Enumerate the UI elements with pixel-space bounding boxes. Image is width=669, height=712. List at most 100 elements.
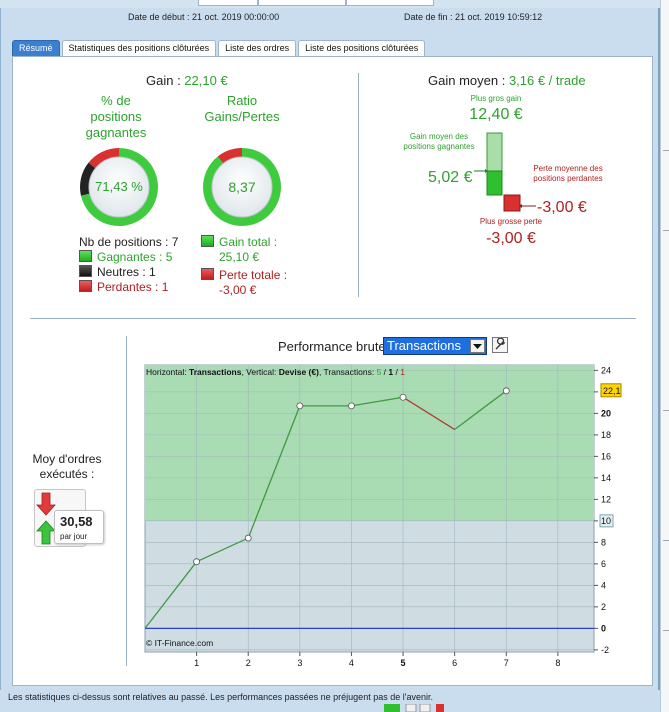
x-tick-label: 3 [297,658,302,668]
neutral-swatch [79,265,92,277]
total-loss: Perte totale : -3,00 € [219,268,288,297]
avg-loss-label: Perte moyenne des positions perdantes [533,164,603,183]
svg-text:22,1: 22,1 [603,386,621,396]
orders-unit: par jour [60,532,88,541]
y-tick-label: 10 [601,516,611,526]
orders-title: Moy d'ordres exécutés : [32,452,102,481]
total-gain: Gain total : 25,10 € [219,235,278,264]
winners-count: Gagnantes : 5 [97,250,173,264]
dropdown-arrow[interactable] [470,339,485,353]
x-tick-label: 5 [401,658,406,668]
y-tick-label: 20 [601,408,611,418]
data-point [193,558,201,566]
disclaimer: Les statistiques ci-dessus sont relative… [8,692,433,702]
y-tick-label: 24 [601,365,611,375]
gain-value: 22,10 € [184,73,228,88]
x-tick-label: 1 [194,658,199,668]
data-point [244,534,252,542]
tab-closed-position-stats[interactable]: Statistiques des positions clôturées [61,40,217,56]
data-point [399,393,407,401]
ratio-title: Ratio Gains/Pertes [204,93,280,124]
avg-gain-heading: Gain moyen : 3,16 € / trade [428,73,586,88]
chart-copyright: © IT-Finance.com [146,638,213,648]
ring-segment [88,148,120,169]
performance-selector[interactable]: Transactions [383,337,487,355]
max-loss-value: -3,00 € [486,230,536,247]
series-segment [247,405,301,539]
start-date: Date de début : 21 oct. 2019 00:00:00 [128,12,280,22]
lower-divider [126,336,127,666]
gain-loss-bars [474,132,536,212]
status-bar: Les statistiques ci-dessus sont relative… [0,690,660,712]
y-tick-label: 4 [601,580,606,590]
series-segment [144,561,198,629]
ring-segment [217,148,242,164]
current-value-tag: 22,1 [600,383,622,398]
ratio-value: 8,37 [228,179,256,195]
vertical-divider [358,73,359,297]
x-tick-label: 6 [452,658,457,668]
data-point [502,387,510,395]
win-pct-value: 71,43 % [95,179,143,194]
losers-swatch [79,280,92,292]
avg-gain-value: 3,16 € / trade [508,73,586,88]
neutral-count: Neutres : 1 [97,265,156,279]
win-pct-ring [80,148,158,227]
orders-value: 30,58 [60,514,93,529]
win-pct-title: % de positions gagnantes [85,93,147,140]
tab-bar: Résumé Statistiques des positions clôtur… [12,40,426,56]
end-date: Date de fin : 21 oct. 2019 10:59:12 [404,12,543,22]
data-point [348,402,355,410]
x-tick-label: 2 [246,658,251,668]
y-tick-label: 6 [601,559,606,569]
max-loss-label: Plus grosse perte [479,217,543,226]
losers-count: Perdantes : 1 [97,280,169,294]
series-segment [454,390,507,431]
y-tick-label: 8 [601,537,606,547]
y-tick-label: 18 [601,430,611,440]
top-strip [0,0,669,8]
series-segment [351,396,404,407]
bottom-icons [384,704,444,712]
settings-button[interactable] [492,337,508,353]
data-point [296,402,304,410]
wrench-icon [495,337,506,350]
chevron-down-icon [473,344,482,349]
y-tick-label: 0 [601,623,606,633]
gain-heading: Gain : 22,10 € [146,73,228,88]
gain-zone [145,365,594,521]
y-tick-label: -2 [601,645,609,655]
y-tick-label: 12 [601,494,611,504]
avg-win-value: 5,02 € [428,169,473,186]
ratio-ring [203,148,281,226]
date-range: Date de début : 21 oct. 2019 00:00:00 Da… [0,8,660,28]
max-gain-value: 12,40 € [469,106,523,123]
series-segment [196,537,249,563]
x-tick-label: 7 [504,658,509,668]
orders-icon: 30,58 par jour [30,487,110,549]
avg-loss-value: -3,00 € [537,199,587,216]
total-loss-swatch [201,268,214,280]
y-tick-label: 14 [601,473,611,483]
tab-closed-positions-list[interactable]: Liste des positions clôturées [298,40,426,56]
avg-win-label: Gain moyen des positions gagnantes [403,132,475,151]
right-edge [660,0,669,712]
tab-resume[interactable]: Résumé [12,40,60,56]
horizontal-divider [30,318,636,319]
up-down-arrows-icon [36,492,56,545]
y-tick-highlight [599,514,614,528]
nb-positions: Nb de positions : 7 [79,235,179,249]
ring-segment [80,162,96,196]
tab-orders-list[interactable]: Liste des ordres [218,40,297,56]
y-tick-label: 2 [601,602,606,612]
performance-title: Performance brute [278,339,386,354]
total-gain-swatch [201,235,214,247]
x-tick-label: 8 [555,658,560,668]
series-segment [402,396,455,431]
x-tick-label: 4 [349,658,354,668]
y-tick-label: 16 [601,451,611,461]
chart-info: Horizontal: Transactions, Vertical: Devi… [146,367,405,377]
winners-swatch [79,250,92,262]
max-gain-label: Plus gros gain [470,94,522,103]
